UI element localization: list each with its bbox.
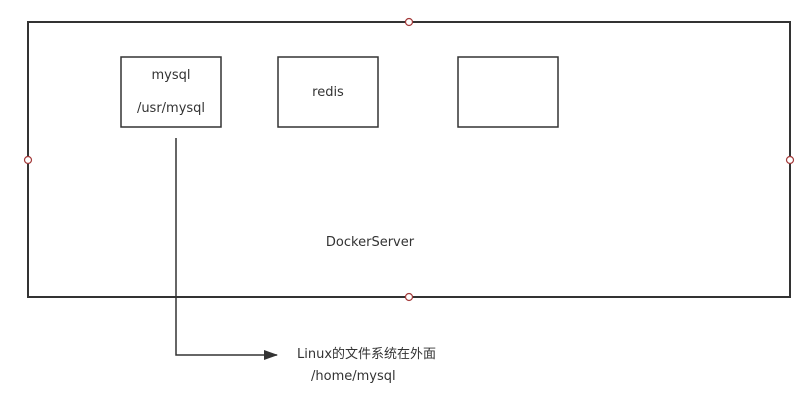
host-filesystem-path: /home/mysql xyxy=(311,369,396,384)
mysql-container-path: /usr/mysql xyxy=(136,101,206,116)
resize-handle-left[interactable] xyxy=(23,155,33,165)
mysql-container-name: mysql xyxy=(151,68,191,83)
empty-container-box[interactable] xyxy=(457,56,559,128)
redis-container-name: redis xyxy=(312,85,344,100)
host-filesystem-title: Linux的文件系统在外面 xyxy=(297,347,437,362)
mysql-container-box[interactable] xyxy=(120,56,222,128)
redis-container-box[interactable] xyxy=(277,56,379,128)
volume-mount-connector[interactable] xyxy=(175,138,278,360)
resize-handle-bottom[interactable] xyxy=(404,292,414,302)
resize-handle-top[interactable] xyxy=(404,17,414,27)
resize-handle-right[interactable] xyxy=(785,155,795,165)
docker-server-label: DockerServer xyxy=(325,235,415,250)
